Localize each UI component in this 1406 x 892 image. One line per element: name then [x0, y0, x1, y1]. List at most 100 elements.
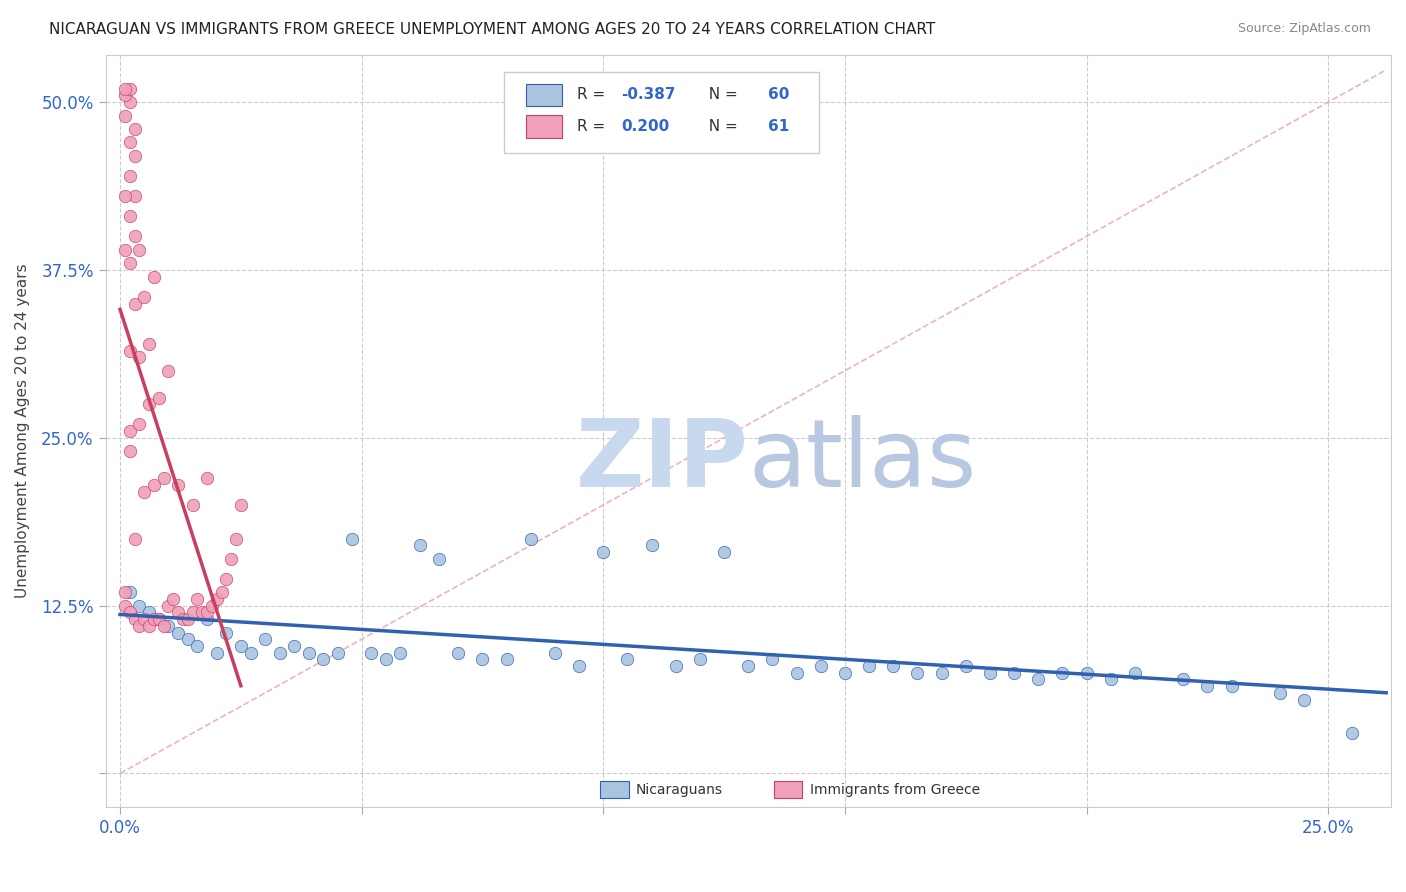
Point [761, 652, 783, 666]
FancyBboxPatch shape [503, 71, 818, 153]
Point [253, 632, 276, 647]
FancyBboxPatch shape [526, 115, 562, 138]
Point [118, 169, 141, 183]
Y-axis label: Unemployment Among Ages 20 to 24 years: Unemployment Among Ages 20 to 24 years [15, 264, 30, 599]
Point [152, 471, 174, 485]
Point [134, 612, 156, 626]
Point [114, 243, 136, 257]
Point [157, 619, 180, 633]
Text: R =: R = [578, 87, 610, 103]
Point [1197, 679, 1219, 693]
Point [205, 646, 228, 660]
Point [205, 591, 228, 606]
Text: 0.200: 0.200 [621, 119, 669, 134]
Point [124, 296, 146, 310]
Point [162, 591, 184, 606]
Point [167, 606, 190, 620]
Point [176, 612, 198, 626]
Point [1002, 665, 1025, 680]
FancyBboxPatch shape [773, 781, 803, 798]
Point [142, 269, 165, 284]
Point [219, 551, 242, 566]
Point [297, 646, 319, 660]
Point [148, 391, 170, 405]
Point [118, 81, 141, 95]
Point [312, 652, 335, 666]
Point [1292, 692, 1315, 706]
Point [124, 532, 146, 546]
Point [191, 606, 214, 620]
Point [134, 290, 156, 304]
Point [118, 95, 141, 110]
Point [118, 585, 141, 599]
Point [128, 619, 150, 633]
Text: 61: 61 [768, 119, 789, 134]
Point [138, 606, 160, 620]
Point [114, 109, 136, 123]
Point [195, 606, 218, 620]
Point [114, 599, 136, 613]
Point [118, 256, 141, 270]
Point [128, 243, 150, 257]
Point [882, 659, 904, 673]
Point [124, 189, 146, 203]
Point [340, 532, 363, 546]
Point [201, 599, 224, 613]
Point [114, 88, 136, 103]
Point [283, 639, 305, 653]
Point [640, 538, 662, 552]
Point [124, 122, 146, 136]
Point [689, 652, 711, 666]
Point [979, 665, 1001, 680]
Text: Source: ZipAtlas.com: Source: ZipAtlas.com [1237, 22, 1371, 36]
Point [118, 343, 141, 358]
Text: NICARAGUAN VS IMMIGRANTS FROM GREECE UNEMPLOYMENT AMONG AGES 20 TO 24 YEARS CORR: NICARAGUAN VS IMMIGRANTS FROM GREECE UNE… [49, 22, 935, 37]
Point [124, 149, 146, 163]
Point [858, 659, 880, 673]
Point [128, 417, 150, 432]
Point [211, 585, 233, 599]
Point [148, 612, 170, 626]
Point [181, 498, 204, 512]
Text: -0.387: -0.387 [621, 87, 675, 103]
Point [955, 659, 977, 673]
Point [195, 471, 218, 485]
Point [810, 659, 832, 673]
Point [360, 646, 382, 660]
Point [239, 646, 262, 660]
Point [186, 639, 208, 653]
Point [114, 81, 136, 95]
Point [495, 652, 517, 666]
Point [544, 646, 567, 660]
Point [225, 532, 247, 546]
Point [138, 619, 160, 633]
FancyBboxPatch shape [526, 84, 562, 106]
Point [737, 659, 759, 673]
Text: ZIP: ZIP [575, 415, 748, 508]
Point [195, 612, 218, 626]
Text: Immigrants from Greece: Immigrants from Greece [810, 783, 980, 797]
Point [128, 599, 150, 613]
Point [138, 336, 160, 351]
FancyBboxPatch shape [600, 781, 628, 798]
Point [520, 532, 543, 546]
Point [181, 606, 204, 620]
Point [374, 652, 396, 666]
Point [1220, 679, 1243, 693]
Point [167, 625, 190, 640]
Point [118, 209, 141, 223]
Point [215, 625, 238, 640]
Point [427, 551, 450, 566]
Point [1099, 673, 1122, 687]
Text: Nicaraguans: Nicaraguans [636, 783, 723, 797]
Point [389, 646, 412, 660]
Point [326, 646, 349, 660]
Point [157, 599, 180, 613]
Point [142, 478, 165, 492]
Point [128, 351, 150, 365]
Point [114, 585, 136, 599]
Point [592, 545, 614, 559]
Point [269, 646, 291, 660]
Point [1173, 673, 1195, 687]
Point [1123, 665, 1146, 680]
